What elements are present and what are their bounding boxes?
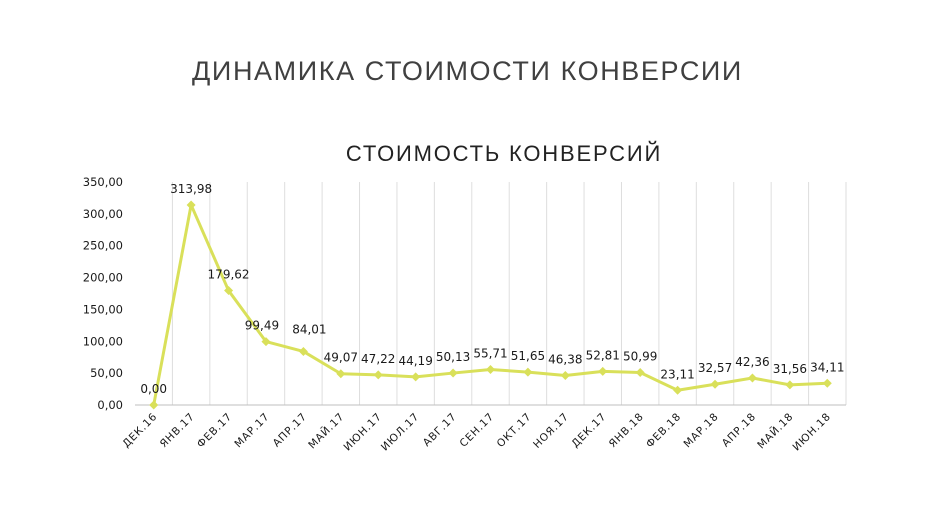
data-point-marker <box>186 200 196 210</box>
y-tick-label: 50,00 <box>90 366 123 380</box>
x-tick-label: АВГ.17 <box>421 411 459 449</box>
data-label: 51,65 <box>511 349 545 363</box>
y-tick-label: 300,00 <box>83 207 123 221</box>
data-label: 179,62 <box>208 268 250 282</box>
data-point-marker <box>785 380 795 390</box>
x-tick-label: ЯНВ.17 <box>158 411 198 451</box>
data-label: 84,01 <box>292 322 326 336</box>
data-label: 0,00 <box>140 382 167 396</box>
data-point-marker <box>224 286 234 296</box>
chart-title: СТОИМОСТЬ КОНВЕРСИЙ <box>346 141 662 166</box>
x-tick-label: ФЕВ.18 <box>644 411 684 451</box>
data-point-marker <box>298 346 308 356</box>
x-tick-label: ДЕК.16 <box>120 411 159 450</box>
x-tick-label: АПР.18 <box>720 411 759 450</box>
data-point-marker <box>448 368 458 378</box>
y-tick-label: 0,00 <box>97 398 123 412</box>
data-point-marker <box>560 370 570 380</box>
data-point-marker <box>710 379 720 389</box>
data-label: 50,13 <box>436 350 470 364</box>
y-tick-label: 100,00 <box>83 334 123 348</box>
x-tick-label: НОЯ.17 <box>531 411 571 451</box>
x-tick-label: ИЮЛ.17 <box>379 411 422 454</box>
x-tick-label: МАР.18 <box>681 411 721 451</box>
data-label: 46,38 <box>548 352 582 366</box>
data-point-marker <box>635 368 645 378</box>
data-point-marker <box>411 372 421 382</box>
slide-title: ДИНАМИКА СТОИМОСТИ КОНВЕРСИИ <box>192 56 743 86</box>
data-label: 47,22 <box>361 352 395 366</box>
data-labels: 0,00 313,98 179,62 99,49 84,01 49,07 47,22 44,1… <box>140 182 844 396</box>
x-axis-ticks: ДЕК.16ЯНВ.17ФЕВ.17МАР.17АПР.17МАЙ.17ИЮН.… <box>120 410 833 454</box>
data-point-marker <box>336 369 346 379</box>
data-point-marker <box>673 385 683 395</box>
x-tick-label: ФЕВ.17 <box>195 411 235 451</box>
data-label: 42,36 <box>735 355 769 369</box>
data-label: 313,98 <box>170 182 212 196</box>
data-label: 52,81 <box>586 348 620 362</box>
x-tick-label: ИЮН.18 <box>791 411 834 454</box>
y-tick-label: 150,00 <box>83 302 123 316</box>
data-label: 55,71 <box>473 347 507 361</box>
data-point-marker <box>747 373 757 383</box>
y-tick-label: 350,00 <box>83 175 123 189</box>
data-label: 31,56 <box>773 362 807 376</box>
x-tick-label: ДЕК.17 <box>569 411 608 450</box>
y-tick-label: 200,00 <box>83 271 123 285</box>
data-point-marker <box>373 370 383 380</box>
x-tick-label: ЯНВ.18 <box>607 411 647 451</box>
data-label: 34,11 <box>810 360 844 374</box>
series-conversion-cost <box>149 200 832 410</box>
data-label: 99,49 <box>245 319 279 333</box>
data-point-marker <box>261 337 271 347</box>
data-label: 50,99 <box>623 350 657 364</box>
x-tick-label: СЕН.17 <box>457 411 496 450</box>
y-tick-label: 250,00 <box>83 239 123 253</box>
data-label: 23,11 <box>660 367 694 381</box>
grid-lines <box>171 182 847 405</box>
data-label: 44,19 <box>398 354 432 368</box>
data-point-marker <box>598 366 608 376</box>
x-tick-label: ОКТ.17 <box>495 411 534 450</box>
x-tick-label: АПР.17 <box>271 411 310 450</box>
data-label: 49,07 <box>324 351 358 365</box>
data-point-marker <box>523 367 533 377</box>
x-tick-label: МАР.17 <box>232 411 272 451</box>
y-axis-ticks: 0,00 50,00 100,00 150,00 200,00 250,00 300,00 3… <box>83 175 123 412</box>
data-point-marker <box>822 378 832 388</box>
x-tick-label: ИЮН.17 <box>342 411 385 454</box>
data-point-marker <box>149 400 159 410</box>
data-label: 32,57 <box>698 361 732 375</box>
data-point-marker <box>486 365 495 375</box>
